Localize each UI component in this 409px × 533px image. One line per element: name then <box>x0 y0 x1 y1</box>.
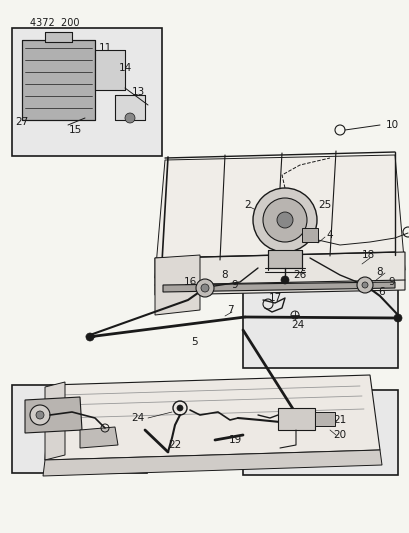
Polygon shape <box>155 252 404 295</box>
Text: 10: 10 <box>384 120 398 130</box>
Text: 4: 4 <box>326 230 333 240</box>
Circle shape <box>196 279 213 297</box>
Circle shape <box>86 333 94 341</box>
Polygon shape <box>80 427 118 448</box>
Polygon shape <box>45 375 379 460</box>
Polygon shape <box>301 228 317 242</box>
Text: 5: 5 <box>191 337 198 347</box>
Circle shape <box>36 411 44 419</box>
Text: 16: 16 <box>183 277 196 287</box>
Text: 24: 24 <box>131 413 144 423</box>
Text: 25: 25 <box>318 200 331 210</box>
Text: 14: 14 <box>118 63 131 73</box>
Polygon shape <box>45 382 65 460</box>
Circle shape <box>361 282 367 288</box>
Circle shape <box>393 314 401 322</box>
Text: 12: 12 <box>53 33 67 43</box>
Text: 22: 22 <box>168 440 181 450</box>
Circle shape <box>276 212 292 228</box>
Polygon shape <box>155 155 404 278</box>
Polygon shape <box>155 255 200 315</box>
Polygon shape <box>25 397 82 433</box>
Bar <box>243 390 397 475</box>
Text: 8: 8 <box>221 270 228 280</box>
Bar <box>45 32 72 42</box>
Text: 18: 18 <box>360 250 374 260</box>
Bar <box>243 285 397 368</box>
Circle shape <box>177 405 182 411</box>
Text: 1: 1 <box>299 237 306 247</box>
Text: 20: 20 <box>333 430 346 440</box>
Polygon shape <box>45 32 72 42</box>
Polygon shape <box>314 412 334 426</box>
Text: 9: 9 <box>388 277 394 287</box>
Text: 2: 2 <box>244 200 251 210</box>
Text: 26: 26 <box>293 270 306 280</box>
Circle shape <box>280 276 288 284</box>
Text: 15: 15 <box>68 125 81 135</box>
Bar <box>115 95 145 120</box>
Polygon shape <box>115 95 145 120</box>
Text: 17: 17 <box>268 293 281 303</box>
Polygon shape <box>95 50 125 90</box>
Text: 8: 8 <box>376 267 382 277</box>
Polygon shape <box>22 40 95 120</box>
Polygon shape <box>277 408 314 430</box>
Circle shape <box>262 198 306 242</box>
Text: 9: 9 <box>231 280 238 290</box>
Circle shape <box>30 405 50 425</box>
Text: 21: 21 <box>333 415 346 425</box>
Text: 19: 19 <box>228 435 241 445</box>
Text: 4372  200: 4372 200 <box>30 18 79 28</box>
Text: 27: 27 <box>16 117 29 127</box>
Bar <box>22 40 95 120</box>
Circle shape <box>356 277 372 293</box>
Text: 11: 11 <box>98 43 111 53</box>
Bar <box>95 50 125 90</box>
Text: 23: 23 <box>31 410 45 420</box>
Text: 7: 7 <box>226 305 233 315</box>
Polygon shape <box>267 250 301 268</box>
Circle shape <box>200 284 209 292</box>
Text: 24: 24 <box>291 320 304 330</box>
Circle shape <box>252 188 316 252</box>
Polygon shape <box>163 282 394 292</box>
Text: 3: 3 <box>294 193 301 203</box>
Polygon shape <box>43 450 381 476</box>
Bar <box>12 28 162 156</box>
Bar <box>12 385 147 473</box>
Text: 13: 13 <box>131 87 144 97</box>
Circle shape <box>125 113 135 123</box>
Text: 6: 6 <box>378 287 384 297</box>
